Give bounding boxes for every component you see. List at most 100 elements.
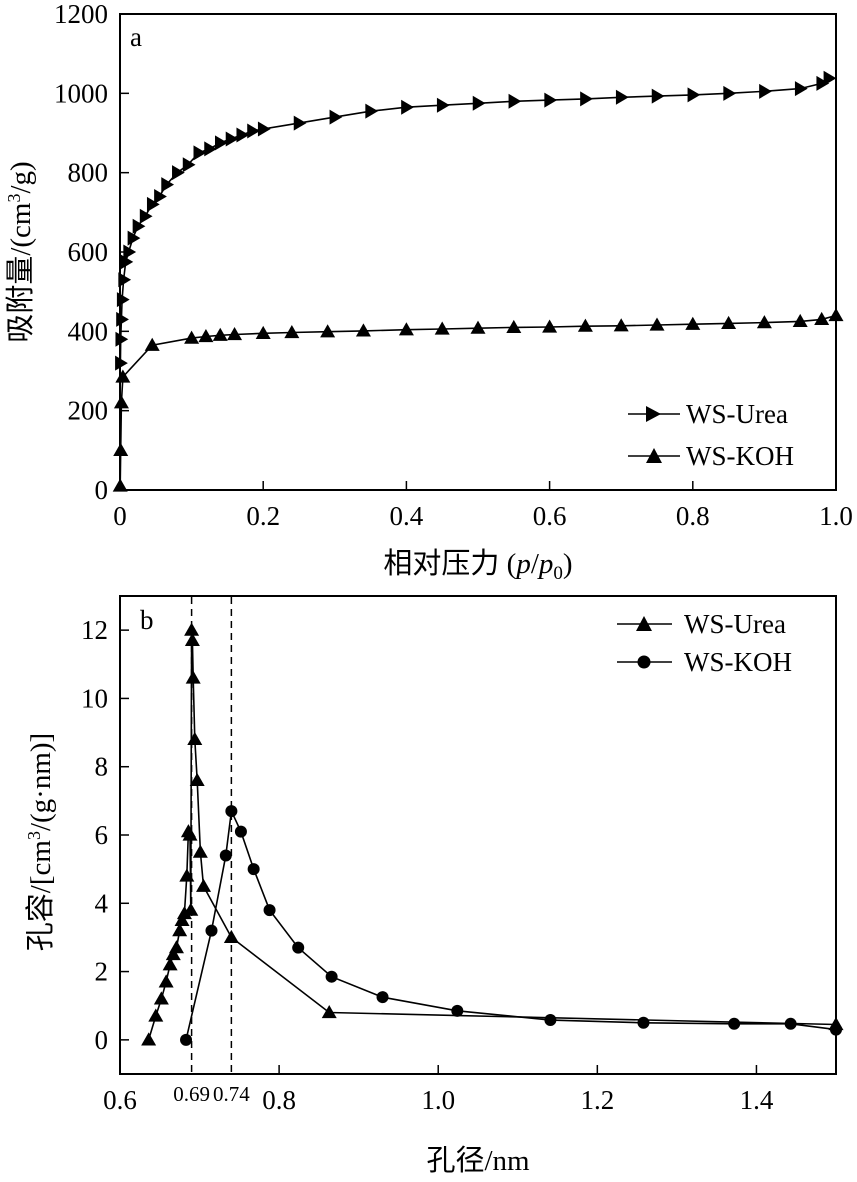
data-point-ws-urea: [141, 1032, 157, 1046]
data-point-ws-koh: [112, 478, 128, 492]
data-point-ws-urea: [172, 923, 188, 937]
data-point-ws-koh: [247, 863, 260, 876]
data-point-ws-urea: [182, 827, 198, 841]
panel-a-xlabel: 相对压力 (p/p0): [383, 547, 572, 584]
data-point-ws-koh: [144, 337, 160, 351]
data-point-ws-urea: [329, 109, 343, 125]
data-point-ws-urea: [759, 83, 772, 99]
data-point-ws-urea: [687, 87, 701, 103]
data-point-ws-urea: [401, 99, 414, 115]
data-point-ws-koh: [212, 327, 228, 341]
panel-b-ylabel: 孔容/[cm3/(g·nm)]: [24, 733, 57, 951]
data-point-ws-urea: [158, 974, 174, 988]
data-point-ws-koh: [792, 313, 808, 328]
data-point-ws-koh: [376, 991, 389, 1004]
data-point-ws-urea: [184, 622, 200, 636]
y-tick-label: 8: [95, 752, 109, 782]
data-point-ws-koh: [828, 307, 844, 322]
data-point-ws-urea: [132, 218, 146, 234]
panel-a-legend: WS-Urea WS-KOH: [628, 399, 794, 471]
x-tick-label: 1.4: [740, 1085, 774, 1115]
data-point-ws-koh: [434, 321, 450, 335]
x-tick-label: 1.0: [421, 1085, 455, 1115]
y-tick-label: 10: [81, 683, 108, 713]
x-tick-label: 0.8: [262, 1085, 296, 1115]
data-point-ws-urea: [168, 940, 184, 954]
data-point-ws-koh: [227, 327, 243, 341]
reference-line-label: 0.74: [213, 1082, 250, 1106]
data-point-ws-urea: [153, 991, 169, 1005]
series-line-ws-koh: [185, 808, 837, 1041]
data-point-ws-urea: [615, 89, 629, 105]
data-point-ws-urea: [204, 141, 217, 157]
data-point-ws-urea: [651, 88, 665, 104]
data-point-ws-urea: [127, 230, 141, 246]
y-tick-label: 400: [68, 316, 109, 346]
data-point-ws-urea: [161, 177, 175, 193]
data-point-ws-koh: [184, 330, 200, 344]
data-point-ws-urea: [794, 81, 808, 97]
data-point-ws-koh: [113, 442, 129, 456]
y-tick-label: 0: [95, 475, 109, 505]
data-point-ws-urea: [580, 91, 593, 107]
data-point-ws-urea: [723, 85, 737, 101]
data-point-ws-urea: [225, 131, 239, 147]
legend-b-urea-marker: [636, 616, 652, 631]
y-tick-label: 6: [95, 820, 109, 850]
y-tick-label: 12: [81, 615, 108, 645]
data-point-ws-urea: [118, 272, 132, 288]
data-point-ws-koh: [234, 825, 247, 838]
data-point-ws-urea: [146, 196, 160, 212]
x-tick-label: 0.8: [676, 501, 710, 531]
panel-a-ylabel: 吸附量/(cm3/g): [4, 161, 37, 342]
panel-b-label: b: [140, 605, 154, 635]
data-point-ws-urea: [176, 906, 192, 920]
reference-line-label: 0.69: [173, 1082, 210, 1106]
data-point-ws-koh: [263, 904, 276, 917]
panel-a-label: a: [130, 22, 142, 52]
data-point-ws-urea: [257, 121, 271, 137]
data-point-ws-urea: [154, 188, 167, 204]
x-tick-label: 1.2: [580, 1085, 614, 1115]
data-point-ws-koh: [544, 1014, 557, 1027]
x-tick-label: 0.2: [246, 501, 280, 531]
x-tick-label: 1.0: [819, 501, 853, 531]
x-tick-label: 0.6: [103, 1085, 137, 1115]
data-point-ws-koh: [637, 1016, 650, 1029]
x-tick-label: 0.4: [390, 501, 424, 531]
y-tick-label: 800: [68, 158, 109, 188]
data-point-ws-koh: [577, 318, 593, 332]
data-point-ws-koh: [398, 322, 414, 336]
data-point-ws-koh: [355, 323, 371, 337]
y-tick-label: 1200: [54, 0, 108, 29]
data-point-ws-urea: [214, 135, 228, 151]
data-point-ws-urea: [115, 331, 129, 347]
data-point-ws-koh: [542, 319, 558, 333]
legend-a-koh-label: WS-KOH: [686, 441, 794, 471]
data-point-ws-koh: [830, 1023, 842, 1036]
panel-b-legend: WS-Urea WS-KOH: [617, 609, 792, 677]
panel-b-reference-lines: 0.69 0.74: [173, 597, 250, 1106]
x-tick-label: 0.6: [533, 501, 567, 531]
data-point-ws-urea: [148, 1008, 164, 1022]
data-point-ws-koh: [255, 325, 271, 339]
legend-b-koh-marker: [637, 655, 651, 669]
data-point-ws-urea: [187, 731, 203, 746]
data-point-ws-koh: [198, 328, 214, 343]
y-tick-label: 0: [95, 1025, 109, 1055]
data-point-ws-koh: [814, 311, 830, 326]
data-point-ws-urea: [185, 670, 201, 684]
y-tick-label: 200: [68, 396, 109, 426]
data-point-ws-koh: [784, 1017, 797, 1030]
data-point-ws-urea: [321, 1005, 337, 1019]
legend-a-urea-label: WS-Urea: [686, 399, 788, 429]
legend-a-urea-marker: [646, 406, 661, 422]
data-point-ws-koh: [292, 941, 305, 954]
data-point-ws-urea: [182, 157, 196, 173]
data-point-ws-koh: [470, 320, 486, 334]
data-point-ws-urea: [172, 165, 185, 181]
legend-a-koh-marker: [646, 448, 662, 463]
panel-b-ticks: 0.6 0.8 1.0 1.2 1.4 0 2 4 6 8 10 12: [81, 615, 774, 1115]
x-tick-label: 0: [113, 501, 127, 531]
data-point-ws-urea: [236, 127, 250, 143]
